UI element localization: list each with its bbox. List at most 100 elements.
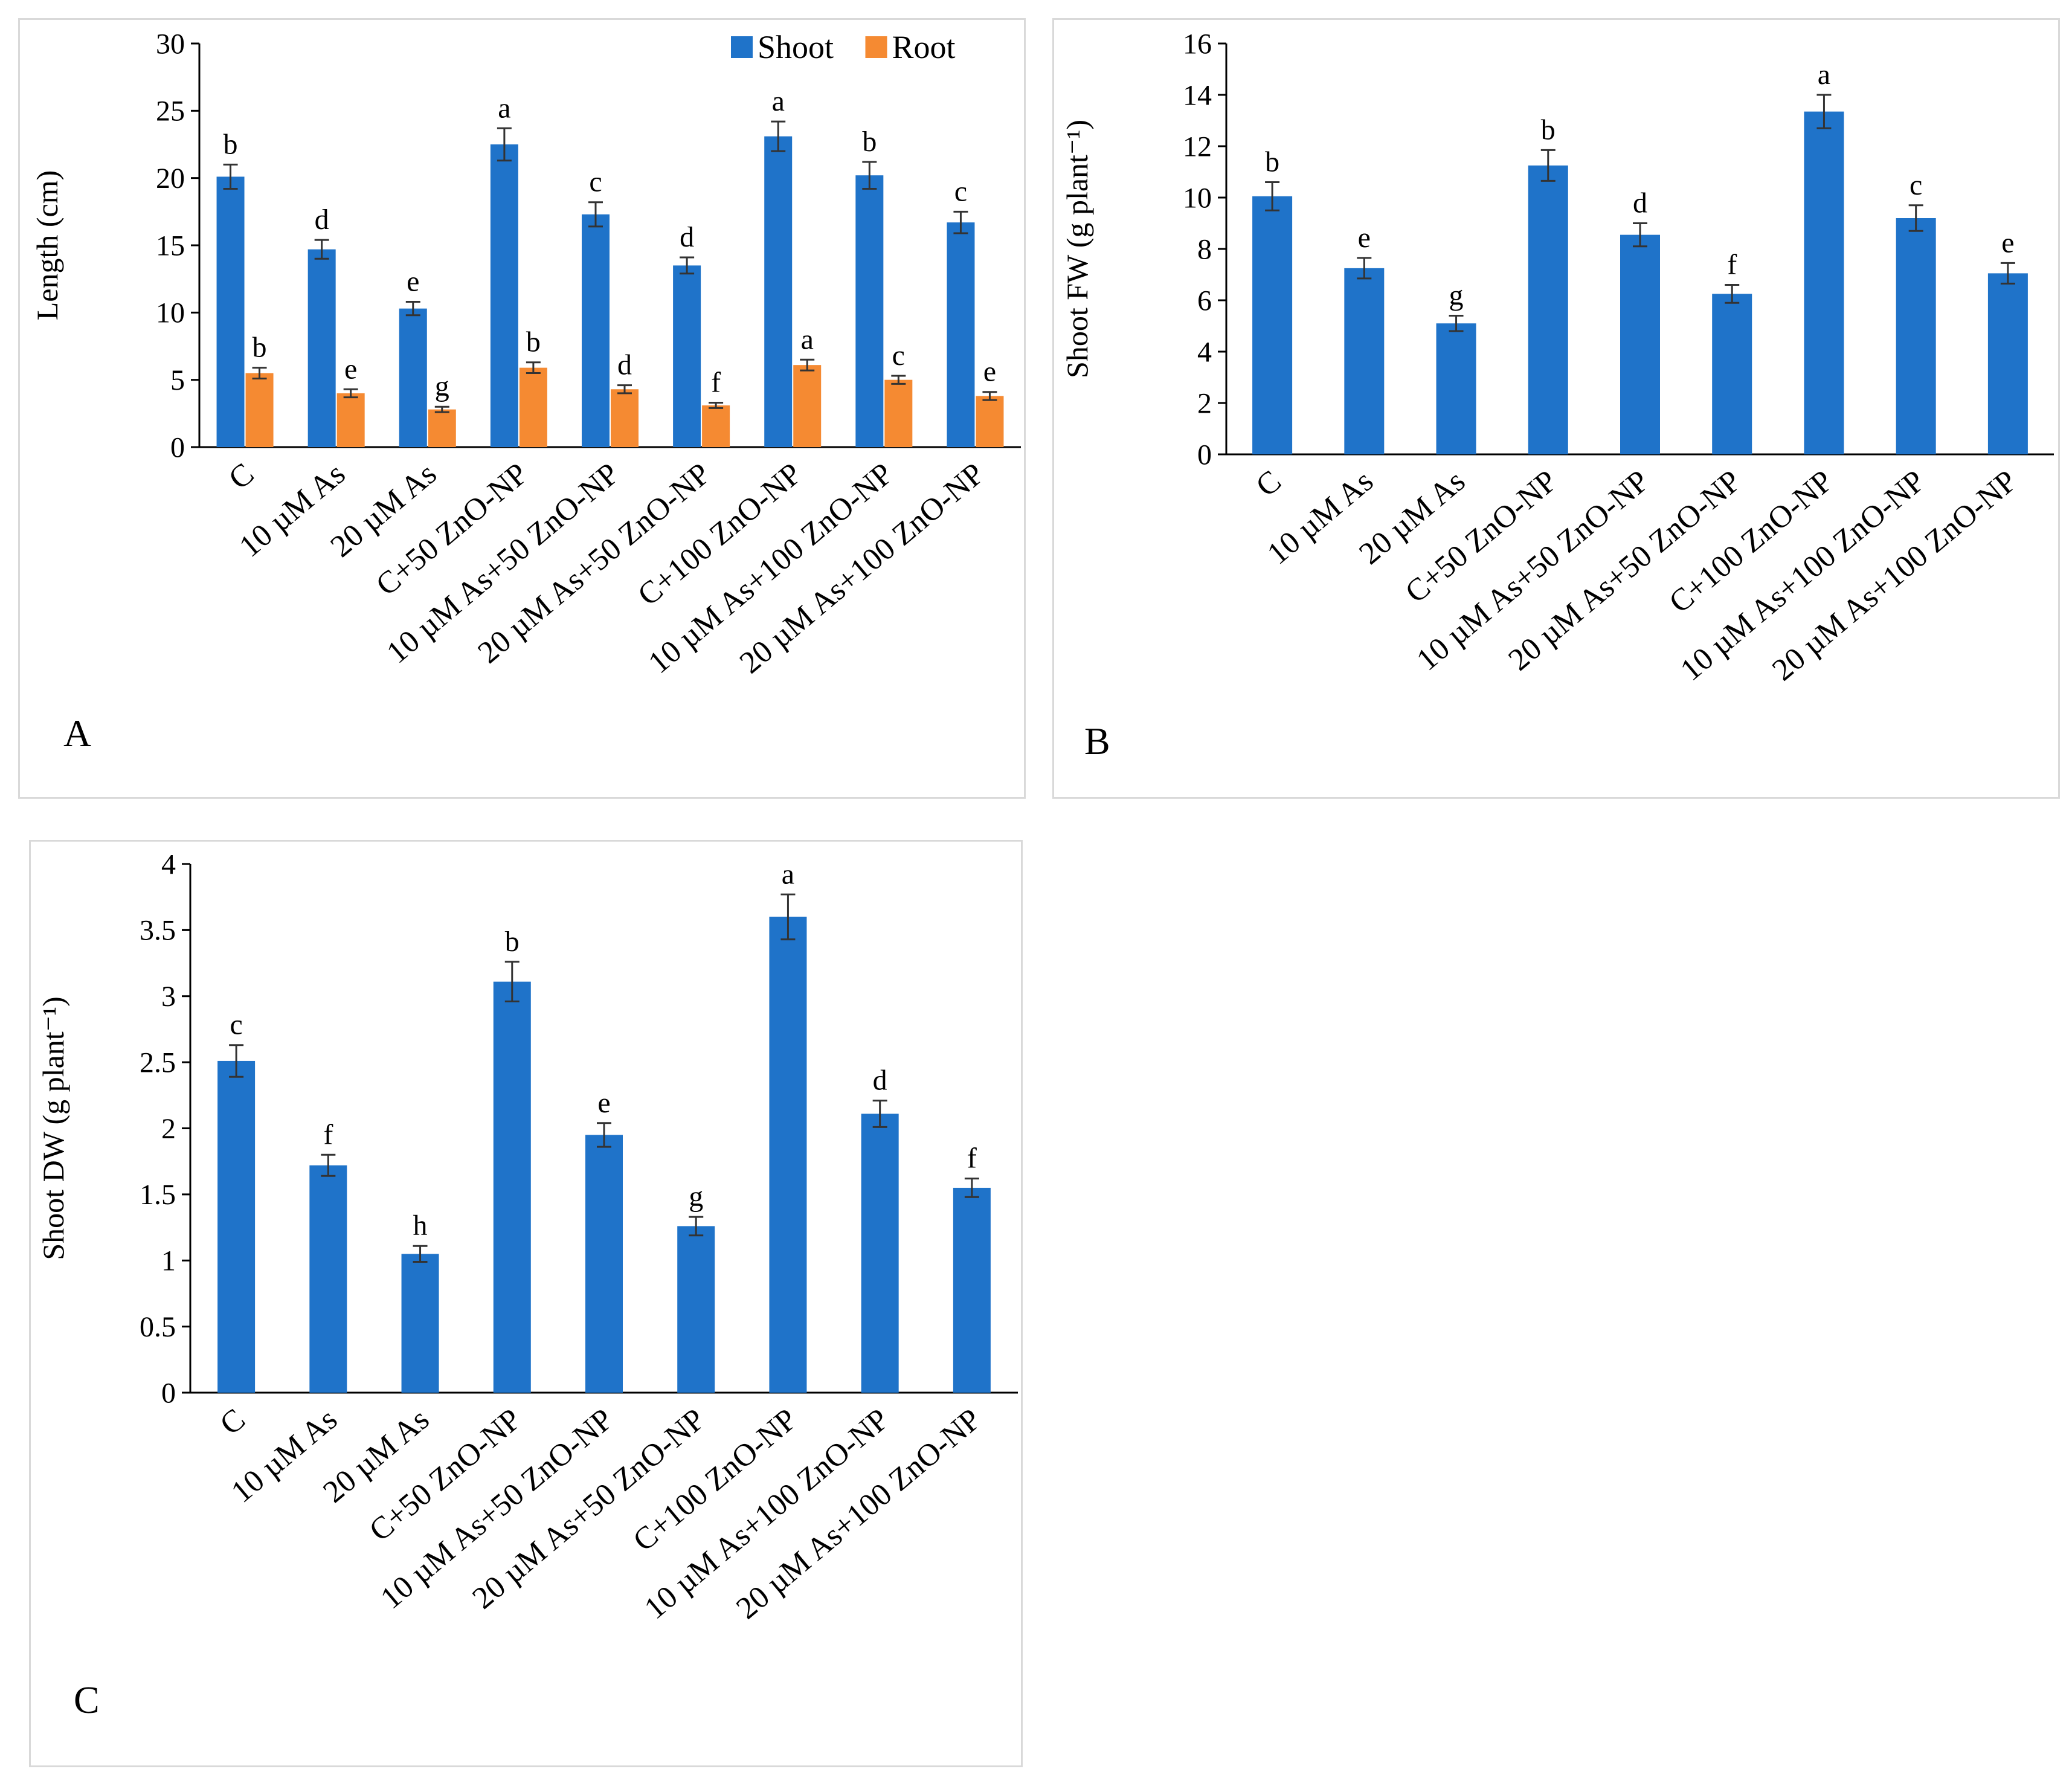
- chart-a-significance-label: b: [526, 326, 541, 358]
- chart-a-legend-entry: Shoot: [758, 29, 834, 65]
- chart-a-y-axis-label: Length (cm): [30, 170, 64, 321]
- chart-a-group: 0 5 10 15 20 25 30 Length (cm) b d e a c d a b c b e g b d f a c…: [30, 28, 1021, 755]
- chart-b-y-tick-label: 0: [1197, 439, 1212, 471]
- chart-c-bar: [677, 1226, 715, 1393]
- chart-c-bar: [585, 1135, 623, 1393]
- chart-b-bar: [1436, 323, 1476, 454]
- chart-a-significance-label: c: [954, 175, 967, 207]
- chart-a-bar: [764, 136, 793, 447]
- chart-a-significance-label: d: [617, 349, 632, 381]
- chart-a-significance-label: c: [892, 340, 905, 372]
- chart-c-panel-label: C: [74, 1678, 100, 1721]
- chart-a-y-tick-label: 0: [170, 431, 185, 463]
- chart-a-bar: [582, 214, 610, 447]
- chart-c-x-tick-label: C: [214, 1402, 252, 1442]
- chart-c-bar: [953, 1187, 991, 1393]
- chart-c-y-tick-label: 1: [161, 1245, 176, 1277]
- chart-b-significance-label: d: [1633, 187, 1647, 219]
- chart-a-bar: [884, 379, 913, 447]
- chart-a-bar: [399, 308, 427, 447]
- chart-a-significance-label: c: [589, 166, 602, 198]
- chart-a-bar: [490, 144, 518, 447]
- chart-b-significance-label: c: [1910, 169, 1922, 201]
- chart-c-bar: [769, 917, 807, 1393]
- chart-b-significance-label: e: [2001, 227, 2014, 259]
- chart-a-legend-entry: Root: [892, 29, 956, 65]
- chart-a-y-tick-label: 10: [156, 297, 185, 329]
- chart-a-legend-swatch: [731, 36, 753, 58]
- chart-c-y-tick-label: 0: [161, 1377, 176, 1409]
- chart-b-bar: [1252, 196, 1293, 454]
- chart-a-significance-label: a: [498, 92, 510, 124]
- chart-a-bar: [947, 222, 975, 447]
- chart-a-legend-swatch: [865, 36, 887, 58]
- chart-c-significance-label: c: [230, 1009, 242, 1041]
- chart-c-bar: [401, 1254, 439, 1393]
- chart-b-bar: [1528, 165, 1568, 454]
- chart-b-y-tick-label: 16: [1183, 28, 1212, 60]
- chart-a-bar: [216, 176, 245, 447]
- chart-a-bar: [519, 367, 547, 447]
- chart-a-bar: [976, 396, 1004, 447]
- chart-a-significance-label: e: [407, 266, 419, 298]
- chart-a-significance-label: e: [344, 353, 357, 385]
- chart-b-significance-label: g: [1449, 280, 1464, 312]
- chart-a-significance-label: a: [801, 323, 814, 355]
- chart-b-bar: [1896, 218, 1936, 454]
- chart-c-y-tick-label: 3.5: [140, 915, 176, 947]
- chart-a-bar: [428, 409, 456, 447]
- chart-c-significance-label: a: [782, 858, 794, 890]
- chart-c-significance-label: d: [873, 1065, 887, 1097]
- chart-c-y-tick-label: 3: [161, 981, 176, 1013]
- chart-b-bar: [1344, 268, 1385, 454]
- chart-b-bar: [1620, 234, 1660, 454]
- chart-c-significance-label: h: [413, 1210, 428, 1242]
- chart-b-y-tick-label: 12: [1183, 131, 1212, 163]
- chart-c-y-tick-label: 2.5: [140, 1046, 176, 1078]
- chart-a-bar: [673, 265, 701, 447]
- chart-a-significance-label: b: [253, 332, 267, 364]
- chart-a-panel-label: A: [63, 712, 91, 755]
- chart-a-bar: [336, 393, 365, 447]
- chart-c-bar: [493, 981, 531, 1393]
- chart-c-significance-label: g: [689, 1181, 703, 1213]
- chart-b-y-tick-label: 4: [1197, 336, 1212, 368]
- chart-c-bar: [309, 1165, 347, 1393]
- chart-a-bar: [793, 365, 822, 447]
- chart-a-bar: [611, 389, 639, 447]
- chart-a-bar: [307, 249, 336, 447]
- chart-a-bar: [702, 405, 730, 447]
- chart-c-significance-label: e: [597, 1087, 610, 1119]
- chart-b-y-tick-label: 14: [1183, 79, 1212, 111]
- chart-c-y-tick-label: 1.5: [140, 1179, 176, 1211]
- chart-a-y-tick-label: 5: [170, 364, 185, 396]
- chart-c-significance-label: f: [967, 1143, 977, 1175]
- chart-a-bar: [855, 175, 884, 447]
- chart-b-panel-label: B: [1084, 720, 1110, 762]
- chart-c-y-axis-label: Shoot DW (g plant⁻¹): [36, 996, 70, 1260]
- chart-a-y-tick-label: 15: [156, 230, 185, 262]
- chart-a-y-tick-label: 25: [156, 95, 185, 127]
- chart-b-group: 0 2 4 6 8 10 12 14 16 Shoot FW (g plant⁻¹) b e g b d f a…: [1060, 28, 2054, 762]
- chart-b-y-axis-label: Shoot FW (g plant⁻¹): [1060, 120, 1094, 378]
- chart-a-significance-label: g: [435, 370, 449, 402]
- chart-a-significance-label: d: [315, 204, 329, 236]
- chart-c-y-tick-label: 4: [161, 848, 176, 880]
- chart-c-bar: [861, 1114, 899, 1393]
- chart-b-bar: [1804, 111, 1844, 454]
- chart-c-significance-label: b: [505, 926, 520, 958]
- chart-c-bar: [217, 1060, 256, 1393]
- chart-a-significance-label: a: [772, 85, 785, 117]
- chart-a-y-tick-label: 30: [156, 28, 185, 60]
- chart-b-significance-label: b: [1265, 146, 1279, 178]
- chart-b-significance-label: a: [1818, 59, 1830, 91]
- chart-a-bar: [245, 373, 274, 447]
- chart-b-y-tick-label: 8: [1197, 233, 1212, 265]
- chart-b-bar: [1712, 294, 1752, 454]
- chart-a-significance-label: f: [711, 367, 721, 399]
- chart-b-significance-label: f: [1727, 249, 1737, 281]
- chart-b-y-tick-label: 10: [1183, 182, 1212, 214]
- chart-b-significance-label: e: [1358, 222, 1371, 254]
- chart-a-significance-label: d: [680, 221, 694, 253]
